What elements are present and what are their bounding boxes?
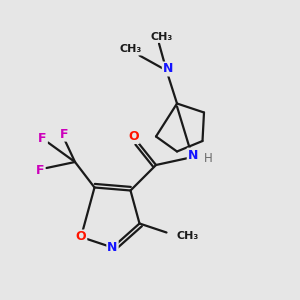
Text: O: O	[76, 230, 86, 244]
Text: F: F	[60, 128, 69, 141]
Text: CH₃: CH₃	[119, 44, 142, 55]
Text: CH₃: CH₃	[151, 32, 173, 42]
Text: N: N	[188, 148, 198, 162]
Text: N: N	[163, 62, 173, 76]
Text: CH₃: CH₃	[177, 231, 199, 241]
Text: O: O	[128, 130, 139, 143]
Text: H: H	[203, 152, 212, 166]
Text: N: N	[107, 241, 118, 254]
Text: F: F	[36, 164, 44, 177]
Text: F: F	[38, 132, 47, 146]
